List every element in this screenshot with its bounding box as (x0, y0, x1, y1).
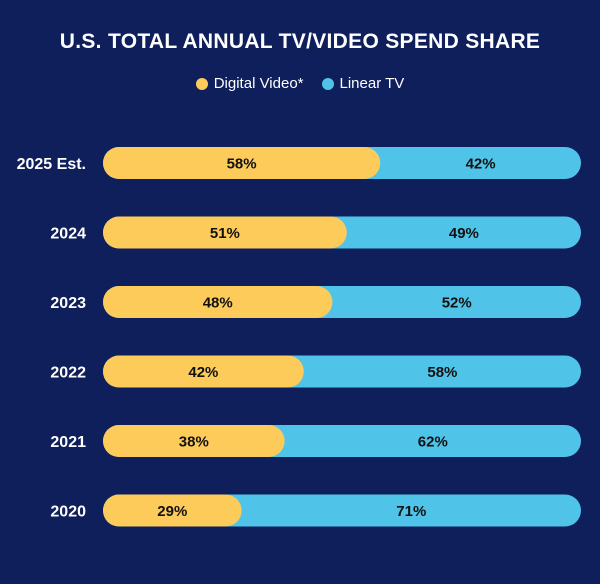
category-label: 2022 (50, 365, 86, 382)
bar-digital-video (103, 494, 242, 527)
legend-swatch-digital-video (195, 77, 208, 90)
category-label: 2023 (50, 295, 86, 312)
legend-label-linear-tv: Linear TV (339, 75, 405, 92)
data-label-digital-video: 51% (210, 225, 240, 242)
chart-legend: Digital Video* Linear TV (0, 75, 600, 92)
legend-label-digital-video: Digital Video* (213, 75, 304, 92)
legend-item-linear-tv: Linear TV (321, 75, 405, 92)
bar-digital-video (103, 216, 347, 249)
category-label: 2024 (50, 226, 86, 243)
bar-digital-video (103, 425, 285, 457)
data-label-digital-video: 42% (188, 364, 218, 381)
legend-swatch-linear-tv (321, 77, 334, 90)
data-label-linear-tv: 58% (427, 364, 457, 381)
category-label: 2021 (50, 434, 86, 451)
bar-digital-video (103, 286, 333, 318)
category-label: 2025 Est. (17, 156, 86, 173)
data-label-digital-video: 38% (179, 434, 209, 451)
data-label-linear-tv: 71% (396, 503, 426, 520)
data-label-linear-tv: 62% (418, 434, 448, 451)
chart-title: U.S. TOTAL ANNUAL TV/VIDEO SPEND SHARE (59, 30, 541, 53)
data-label-linear-tv: 49% (449, 225, 479, 242)
data-label-digital-video: 29% (157, 503, 187, 520)
category-label: 2020 (50, 504, 86, 521)
data-label-digital-video: 58% (227, 156, 257, 173)
bar-digital-video (103, 147, 381, 179)
data-label-linear-tv: 42% (466, 156, 496, 173)
data-label-linear-tv: 52% (442, 295, 472, 312)
data-label-digital-video: 48% (203, 295, 233, 312)
bar-digital-video (103, 355, 304, 388)
legend-item-digital-video: Digital Video* (195, 75, 304, 92)
